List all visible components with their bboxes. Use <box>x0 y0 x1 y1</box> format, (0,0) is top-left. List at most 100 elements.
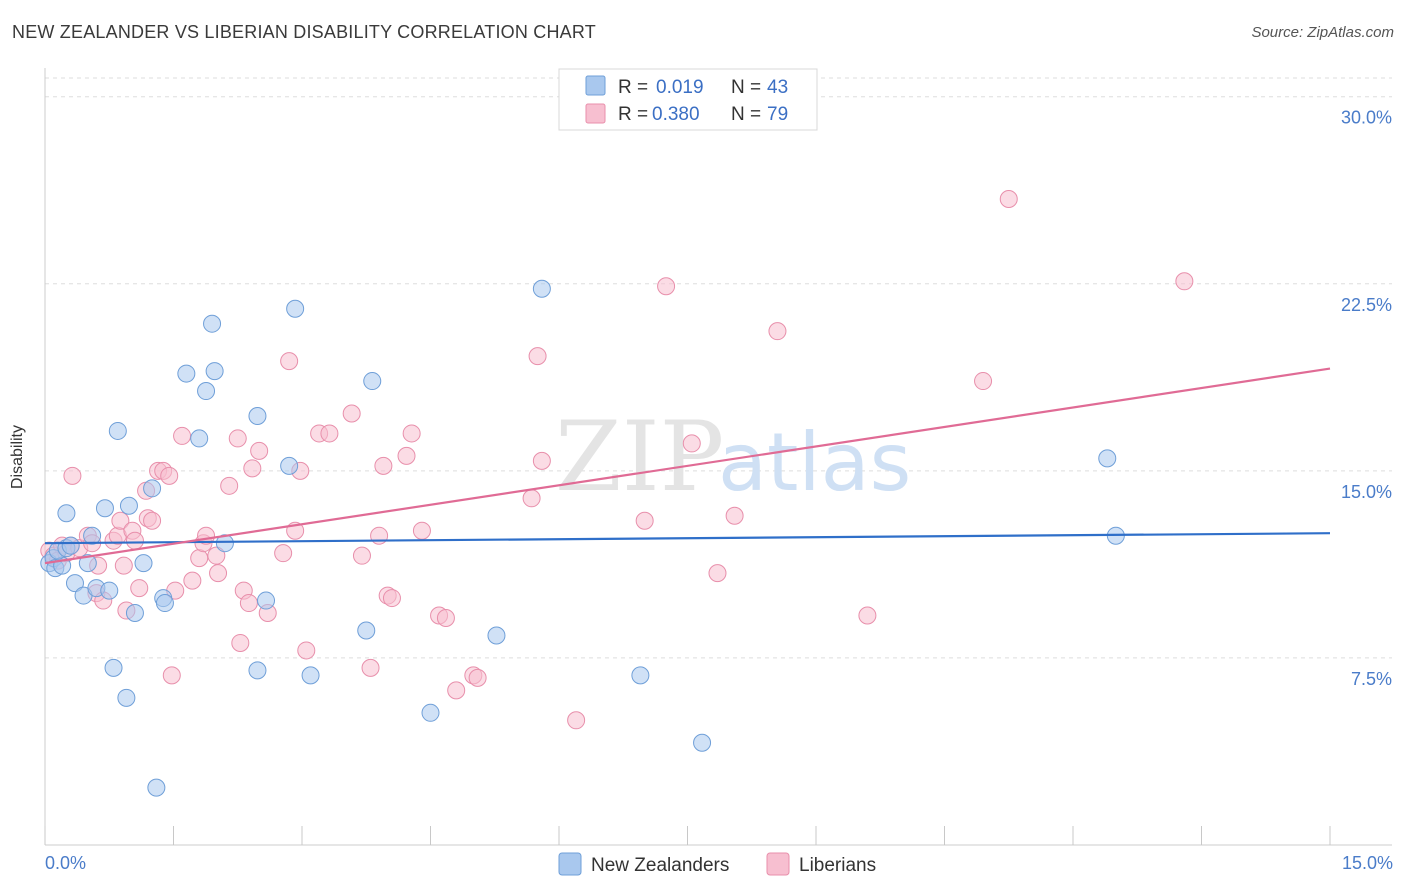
new-zealanders-point-41 <box>532 279 551 298</box>
liberians-point-52 <box>352 546 371 565</box>
new-zealanders-points <box>40 279 1125 797</box>
legend-n-value-1: 43 <box>767 77 788 98</box>
liberians-point-23 <box>143 511 162 530</box>
liberians-point-27 <box>162 666 181 685</box>
liberians-point-38 <box>231 633 250 652</box>
liberians-point-44 <box>274 544 293 563</box>
liberians-point-6 <box>63 466 82 485</box>
liberians-point-16 <box>114 556 133 575</box>
y-tick-label-0: 7.5% <box>1351 669 1392 689</box>
new-zealanders-point-33 <box>257 591 276 610</box>
new-zealanders-point-18 <box>119 496 138 515</box>
new-zealanders-point-43 <box>693 733 712 752</box>
liberians-point-31 <box>190 549 209 568</box>
new-zealanders-point-25 <box>177 364 196 383</box>
legend-swatch-pink <box>585 103 606 124</box>
chart-title: NEW ZEALANDER VS LIBERIAN DISABILITY COR… <box>12 22 596 42</box>
liberians-point-34 <box>207 546 226 565</box>
liberians-point-62 <box>436 609 455 628</box>
new-zealanders-trend-line <box>44 532 1331 545</box>
liberians-point-77 <box>974 372 993 391</box>
new-zealanders-point-24 <box>155 594 174 613</box>
legend-r-value-1: 0.019 <box>656 77 704 98</box>
new-zealanders-point-44 <box>1098 449 1117 468</box>
liberians-point-29 <box>173 426 192 445</box>
liberians-point-55 <box>374 456 393 475</box>
legend-n-label-2: N = <box>731 104 761 125</box>
liberians-point-69 <box>567 711 586 730</box>
liberians-point-45 <box>280 352 299 371</box>
new-zealanders-point-26 <box>190 429 209 448</box>
liberians-point-35 <box>209 564 228 583</box>
liberians-point-72 <box>682 434 701 453</box>
tick-labels: 7.5% 15.0% 22.5% 30.0% 0.0% 15.0% <box>45 108 1393 873</box>
liberians-point-26 <box>160 466 179 485</box>
liberians-point-70 <box>635 511 654 530</box>
liberians-point-67 <box>528 347 547 366</box>
watermark-zip: ZIP <box>555 401 724 513</box>
liberians-point-71 <box>657 277 676 296</box>
liberians-point-40 <box>239 594 258 613</box>
new-zealanders-point-7 <box>57 504 76 523</box>
legend-r-value-2: 0.380 <box>652 104 700 125</box>
new-zealanders-point-27 <box>197 382 216 401</box>
liberians-point-76 <box>858 606 877 625</box>
liberians-point-50 <box>320 424 339 443</box>
y-tick-label-2: 22.5% <box>1341 295 1392 315</box>
new-zealanders-point-21 <box>143 479 162 498</box>
new-zealanders-point-14 <box>100 581 119 600</box>
x-tick-label-1: 15.0% <box>1342 853 1393 873</box>
liberians-point-30 <box>183 571 202 590</box>
legend-r-label-2: R = <box>618 104 648 125</box>
liberians-point-19 <box>125 531 144 550</box>
liberians-trend-line <box>44 367 1331 565</box>
legend-swatch-blue <box>585 75 606 96</box>
y-tick-label-1: 15.0% <box>1341 482 1392 502</box>
bottom-legend-swatch-blue <box>558 852 582 876</box>
liberians-point-78 <box>999 189 1018 208</box>
liberians-point-73 <box>708 564 727 583</box>
bottom-legend-label-liberians: Liberians <box>799 855 876 876</box>
new-zealanders-point-39 <box>421 703 440 722</box>
liberians-point-58 <box>397 446 416 465</box>
legend-bottom: New Zealanders Liberians <box>558 852 876 876</box>
new-zealanders-point-17 <box>117 688 136 707</box>
liberians-point-74 <box>725 506 744 525</box>
liberians-point-60 <box>412 521 431 540</box>
liberians-point-51 <box>342 404 361 423</box>
legend-top: R = 0.019 N = 43 R = 0.380 N = 79 <box>558 68 818 131</box>
liberians-point-36 <box>220 476 239 495</box>
new-zealanders-point-34 <box>280 456 299 475</box>
new-zealanders-point-13 <box>95 499 114 518</box>
liberians-point-53 <box>361 658 380 677</box>
liberians-point-41 <box>243 459 262 478</box>
liberians-point-20 <box>130 579 149 598</box>
new-zealanders-point-22 <box>147 778 166 797</box>
new-zealanders-point-11 <box>83 526 102 545</box>
liberians-point-65 <box>468 668 487 687</box>
bottom-legend-label-new-zealanders: New Zealanders <box>591 855 729 876</box>
x-tick-label-0: 0.0% <box>45 853 86 873</box>
watermark: ZIP atlas <box>555 401 911 513</box>
new-zealanders-point-28 <box>203 314 222 333</box>
liberians-point-75 <box>768 322 787 341</box>
new-zealanders-point-15 <box>104 658 123 677</box>
new-zealanders-point-38 <box>363 372 382 391</box>
new-zealanders-point-42 <box>631 666 650 685</box>
new-zealanders-point-40 <box>487 626 506 645</box>
legend-r-label-1: R = <box>618 77 648 98</box>
watermark-atlas: atlas <box>718 416 911 509</box>
trend-lines <box>44 367 1331 565</box>
liberians-point-48 <box>297 641 316 660</box>
new-zealanders-point-36 <box>301 666 320 685</box>
new-zealanders-point-16 <box>108 421 127 440</box>
liberians-point-63 <box>447 681 466 700</box>
y-tick-label-3: 30.0% <box>1341 108 1392 128</box>
new-zealanders-point-20 <box>134 554 153 573</box>
source-label: Source: ZipAtlas.com <box>1251 24 1394 41</box>
new-zealanders-point-10 <box>78 554 97 573</box>
new-zealanders-point-31 <box>248 661 267 680</box>
liberians-point-57 <box>382 589 401 608</box>
new-zealanders-point-30 <box>215 534 234 553</box>
